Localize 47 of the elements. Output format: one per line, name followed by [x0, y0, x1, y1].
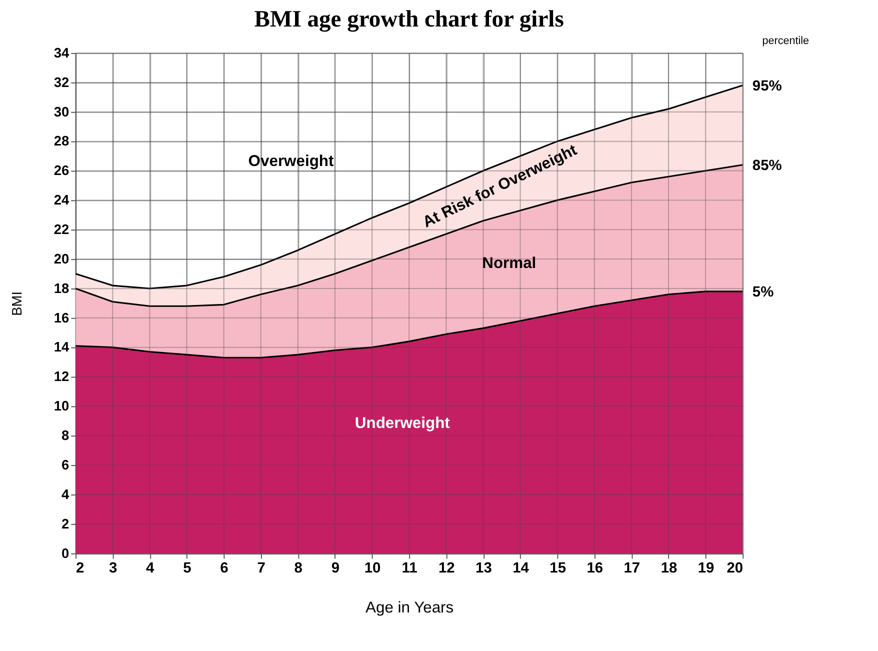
- x-tick-label: 5: [183, 560, 192, 576]
- x-axis-title: Age in Years: [366, 600, 454, 617]
- x-tick-label: 16: [586, 560, 604, 576]
- y-tick-label: 30: [54, 104, 70, 120]
- y-tick-label: 4: [62, 486, 70, 502]
- y-tick-label: 8: [62, 428, 70, 444]
- y-tick-label: 2: [62, 516, 70, 532]
- y-tick-label: 20: [54, 251, 70, 266]
- x-tick-label: 14: [512, 560, 530, 576]
- y-tick-label: 0: [62, 546, 70, 561]
- series-label: 85%: [752, 158, 782, 174]
- x-tick-label: 9: [331, 560, 340, 576]
- y-tick-label: 22: [54, 222, 70, 238]
- y-axis-title: BMI: [10, 291, 25, 316]
- x-tick-label: 17: [624, 560, 640, 576]
- x-tick-label: 3: [108, 560, 118, 576]
- y-tick-label: 16: [54, 310, 70, 326]
- series-label: 5%: [752, 284, 774, 300]
- y-tick-label: 12: [54, 369, 70, 384]
- y-tick-label: 34: [54, 45, 70, 60]
- x-tick-label: 2: [76, 560, 84, 576]
- y-tick-label: 28: [54, 134, 70, 149]
- x-tick-label: 6: [220, 560, 228, 576]
- annotation: Normal: [482, 255, 536, 272]
- annotation: Overweight: [248, 153, 334, 170]
- x-tick-label: 8: [294, 560, 302, 576]
- x-tick-label: 4: [146, 560, 156, 576]
- x-tick-label: 13: [476, 560, 492, 576]
- x-tick-label: 12: [438, 560, 455, 576]
- x-tick-label: 19: [698, 560, 714, 576]
- annotation: Underweight: [354, 415, 451, 432]
- x-tick-label: 15: [550, 560, 566, 576]
- y-tick-label: 32: [54, 74, 70, 90]
- y-tick-label: 26: [54, 163, 70, 178]
- y-tick-label: 18: [54, 280, 70, 296]
- x-tick-label: 20: [726, 560, 744, 576]
- chart-title: BMI age growth chart for girls: [254, 6, 564, 33]
- y-tick-label: 6: [62, 457, 70, 472]
- series-label: 95%: [752, 78, 782, 94]
- x-tick-label: 7: [257, 560, 266, 576]
- y-tick-label: 24: [54, 192, 70, 208]
- x-tick-label: 10: [364, 560, 381, 576]
- x-tick-label: 18: [660, 560, 678, 576]
- y-tick-label: 10: [54, 398, 70, 414]
- x-tick-label: 11: [402, 560, 418, 576]
- y-tick-label: 14: [54, 340, 70, 355]
- text: percentile: [762, 35, 809, 48]
